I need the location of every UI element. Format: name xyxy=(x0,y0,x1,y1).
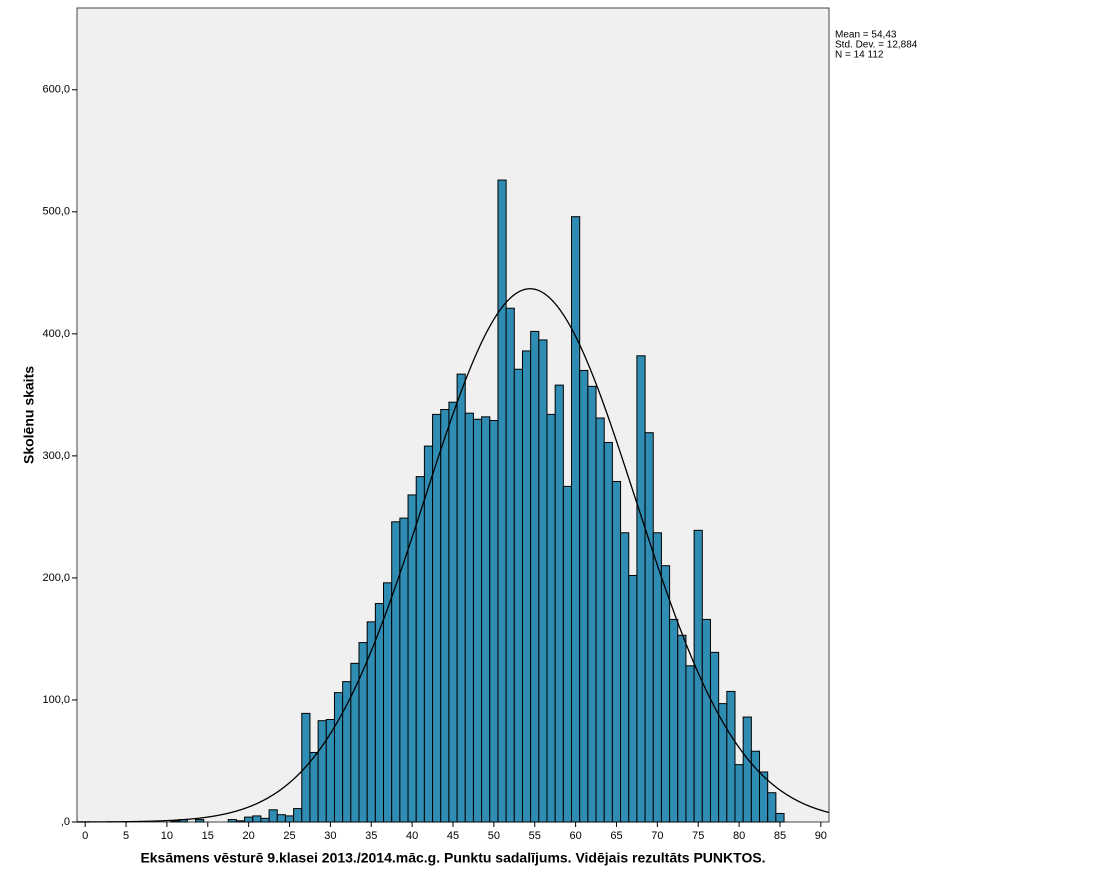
x-tick-label: 30 xyxy=(324,830,336,842)
x-tick-label: 80 xyxy=(733,830,745,842)
y-tick-label: 600,0 xyxy=(42,84,70,96)
bar xyxy=(309,751,319,823)
bar xyxy=(464,412,474,823)
bar xyxy=(260,817,270,823)
bar xyxy=(448,401,458,823)
bar xyxy=(726,690,736,823)
bar xyxy=(235,820,246,823)
stat-mean: Mean = 54,43 xyxy=(835,30,897,41)
bar xyxy=(554,384,564,823)
bar xyxy=(195,819,205,823)
bar xyxy=(611,481,622,823)
bar xyxy=(562,485,573,823)
x-tick-label: 20 xyxy=(243,830,255,842)
x-tick-label: 35 xyxy=(365,830,377,842)
bar xyxy=(767,792,777,823)
y-axis-title: Skolēnu skaits xyxy=(21,366,37,464)
bar xyxy=(636,355,646,823)
y-tick-label: 300,0 xyxy=(42,450,70,462)
y-tick-label: 400,0 xyxy=(42,328,70,340)
x-tick-label: 60 xyxy=(569,830,581,842)
bar xyxy=(489,419,499,823)
x-tick-label: 0 xyxy=(82,830,88,842)
normal-curve xyxy=(77,288,830,823)
y-tick-label: 100,0 xyxy=(42,694,70,706)
bar xyxy=(383,582,393,823)
x-tick-label: 90 xyxy=(815,830,827,842)
bar xyxy=(669,618,679,823)
bar xyxy=(497,179,507,823)
bar xyxy=(276,814,286,823)
bar xyxy=(685,665,695,823)
x-tick-label: 10 xyxy=(161,830,173,842)
bar xyxy=(333,692,344,823)
bar xyxy=(325,718,335,823)
x-tick-label: 55 xyxy=(529,830,541,842)
x-tick-label: 45 xyxy=(447,830,459,842)
bar xyxy=(472,418,483,823)
bar xyxy=(677,634,687,823)
bar xyxy=(284,815,295,823)
x-tick-label: 15 xyxy=(202,830,214,842)
y-tick-label: 500,0 xyxy=(42,206,70,218)
bar xyxy=(579,369,589,823)
bar xyxy=(301,712,311,823)
bar xyxy=(750,750,761,823)
bar xyxy=(513,368,523,823)
bar xyxy=(734,764,744,823)
bar xyxy=(587,385,597,823)
bar xyxy=(423,445,434,823)
x-tick-label: 40 xyxy=(406,830,418,842)
bar xyxy=(481,416,491,823)
bar xyxy=(620,532,630,823)
bar xyxy=(595,417,605,823)
x-axis-title: Eksāmens vēsturē 9.klasei 2013./2014.māc… xyxy=(140,850,765,866)
bar xyxy=(701,618,711,823)
bar xyxy=(742,716,752,823)
bar xyxy=(244,816,254,823)
bar xyxy=(644,432,654,823)
bar xyxy=(317,720,327,823)
bar xyxy=(571,216,581,823)
x-tick-label: 25 xyxy=(283,830,295,842)
bar xyxy=(628,574,638,823)
bar xyxy=(709,651,720,823)
bar xyxy=(268,809,278,823)
bar xyxy=(521,350,532,823)
bar xyxy=(652,532,662,823)
bar xyxy=(603,441,613,823)
x-tick-label: 75 xyxy=(692,830,704,842)
stat-sd: Std. Dev. = 12,884 xyxy=(835,40,918,51)
bar xyxy=(546,413,556,823)
bar xyxy=(505,307,515,823)
bar xyxy=(227,819,237,823)
bar xyxy=(775,812,785,823)
y-tick-label: ,0 xyxy=(61,816,70,828)
stat-n: N = 14 112 xyxy=(835,50,884,61)
bar xyxy=(456,373,466,823)
bar xyxy=(391,521,401,823)
bar xyxy=(293,808,303,823)
x-tick-label: 5 xyxy=(123,830,129,842)
bar xyxy=(252,815,262,823)
bar xyxy=(415,476,425,823)
x-tick-label: 70 xyxy=(651,830,663,842)
bar xyxy=(660,565,671,823)
bar xyxy=(530,330,540,823)
x-tick-label: 65 xyxy=(610,830,622,842)
bar xyxy=(342,681,352,823)
bar xyxy=(538,339,548,823)
x-tick-label: 50 xyxy=(488,830,500,842)
y-tick-label: 200,0 xyxy=(42,572,70,584)
bar xyxy=(432,413,442,823)
x-tick-label: 85 xyxy=(774,830,786,842)
bar xyxy=(440,409,450,823)
bar xyxy=(693,529,703,823)
